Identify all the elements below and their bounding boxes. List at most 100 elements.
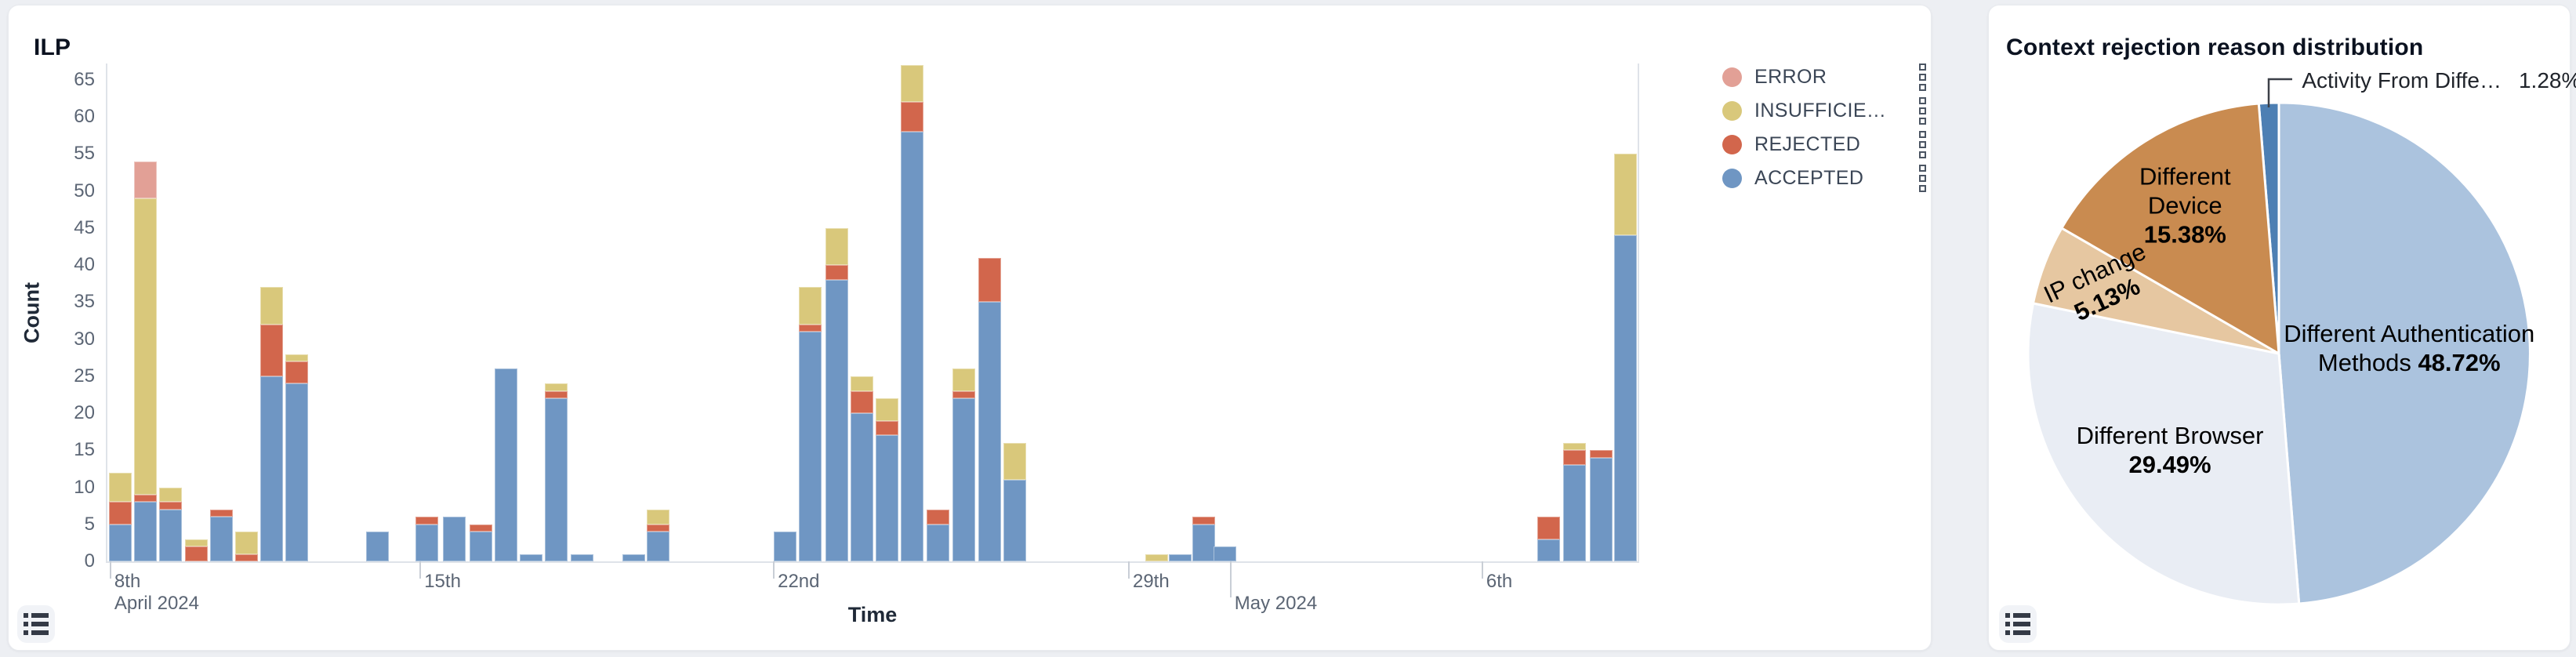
bar-segment-accepted[interactable]: [1192, 524, 1215, 561]
bar-segment-accepted[interactable]: [209, 517, 233, 561]
bar-segment-error[interactable]: [134, 161, 158, 199]
bar-segment-insufficient[interactable]: [260, 287, 284, 325]
bar-segment-accepted[interactable]: [799, 332, 822, 561]
bar-segment-rejected[interactable]: [850, 390, 873, 414]
bar-segment-insufficient[interactable]: [850, 376, 873, 391]
bar-segment-accepted[interactable]: [1563, 465, 1587, 561]
bar-segment-accepted[interactable]: [443, 517, 466, 561]
bar-segment-insufficient[interactable]: [1145, 554, 1169, 561]
bar-segment-rejected[interactable]: [108, 502, 132, 525]
drag-handle-icon[interactable]: [1917, 128, 1928, 162]
bar-segment-rejected[interactable]: [1192, 517, 1215, 525]
bar-segment-rejected[interactable]: [1537, 517, 1561, 539]
pie-slice-different-browser[interactable]: [2026, 302, 2301, 606]
bar-segment-accepted[interactable]: [901, 132, 924, 561]
bar-segment-insufficient[interactable]: [1003, 442, 1026, 481]
bar-segment-insufficient[interactable]: [901, 65, 924, 103]
bar-segment-rejected[interactable]: [1589, 450, 1613, 458]
bar-segment-insufficient[interactable]: [108, 472, 132, 503]
bar-segment-accepted[interactable]: [260, 376, 284, 561]
y-tick-label: 25: [74, 365, 95, 387]
bar-segment-accepted[interactable]: [415, 524, 439, 561]
bar-segment-insufficient[interactable]: [285, 354, 309, 361]
bar-segment-accepted[interactable]: [850, 413, 873, 561]
drag-handle-icon[interactable]: [1917, 94, 1928, 128]
bar-segment-accepted[interactable]: [1214, 546, 1237, 561]
bar-segment-rejected[interactable]: [927, 509, 950, 525]
bar-segment-rejected[interactable]: [469, 524, 492, 532]
bar-segment-accepted[interactable]: [774, 532, 797, 561]
bar-segment-accepted[interactable]: [365, 532, 389, 561]
bar-segment-accepted[interactable]: [1613, 235, 1637, 561]
bar-segment-rejected[interactable]: [647, 524, 670, 532]
bar-segment-accepted[interactable]: [1589, 457, 1613, 561]
bar-segment-insufficient[interactable]: [825, 227, 848, 266]
bar-segment-insufficient[interactable]: [184, 539, 208, 547]
legend-label: REJECTED: [1754, 133, 1861, 155]
bar-segment-accepted[interactable]: [545, 398, 568, 561]
bar-segment-rejected[interactable]: [799, 324, 822, 332]
bar-segment-rejected[interactable]: [209, 509, 233, 517]
bar-segment-rejected[interactable]: [952, 390, 975, 399]
bar-segment-accepted[interactable]: [285, 383, 309, 561]
legend-item-rejected[interactable]: REJECTED: [1722, 128, 1928, 162]
bar-segment-accepted[interactable]: [520, 554, 543, 561]
legend-item-accepted[interactable]: ACCEPTED: [1722, 162, 1928, 195]
bar-segment-accepted[interactable]: [159, 509, 183, 561]
bar-segment-rejected[interactable]: [545, 390, 568, 399]
bar-segment-accepted[interactable]: [494, 368, 517, 561]
legend-label: ACCEPTED: [1754, 167, 1864, 189]
bar-segment-accepted[interactable]: [469, 532, 492, 561]
legend-item-error[interactable]: ERROR: [1722, 60, 1928, 94]
bar-segment-insufficient[interactable]: [134, 198, 158, 495]
bar-segment-accepted[interactable]: [622, 554, 645, 561]
rejection-pie-chart: [2026, 78, 2531, 606]
bar-segment-rejected[interactable]: [978, 257, 1001, 303]
bar-segment-insufficient[interactable]: [545, 383, 568, 391]
pie-slice-label: Different Browser 29.49%: [2076, 422, 2264, 479]
bar-segment-accepted[interactable]: [1168, 554, 1192, 561]
bar-segment-accepted[interactable]: [108, 524, 132, 561]
bar-segment-insufficient[interactable]: [647, 509, 670, 525]
bar-segment-accepted[interactable]: [134, 502, 158, 561]
bar-segment-accepted[interactable]: [1537, 539, 1561, 561]
bar-segment-rejected[interactable]: [415, 517, 439, 525]
bar-segment-insufficient[interactable]: [875, 398, 898, 421]
bar-segment-rejected[interactable]: [134, 494, 158, 503]
bar-segment-rejected[interactable]: [159, 502, 183, 510]
pie-slice-different-authentication-methods[interactable]: [2277, 101, 2531, 605]
bar-segment-insufficient[interactable]: [799, 287, 822, 325]
pie-slice-different-device[interactable]: [2059, 102, 2280, 356]
bar-segment-accepted[interactable]: [978, 302, 1001, 561]
bar-segment-insufficient[interactable]: [1563, 442, 1587, 451]
x-tick-label: 15th: [424, 571, 461, 592]
legend-toggle-button[interactable]: [17, 605, 55, 643]
bar-segment-rejected[interactable]: [825, 265, 848, 281]
bar-segment-rejected[interactable]: [184, 546, 208, 561]
bar-segment-accepted[interactable]: [927, 524, 950, 561]
drag-handle-icon[interactable]: [1917, 162, 1928, 195]
legend-toggle-button[interactable]: [1999, 605, 2037, 643]
bar-segment-accepted[interactable]: [952, 398, 975, 561]
bar-segment-insufficient[interactable]: [952, 368, 975, 391]
bar-segment-rejected[interactable]: [285, 361, 309, 384]
bar-segment-accepted[interactable]: [647, 532, 670, 561]
y-tick-label: 30: [74, 328, 95, 350]
bar-segment-rejected[interactable]: [1563, 450, 1587, 466]
bar-segment-rejected[interactable]: [260, 324, 284, 376]
bar-segment-insufficient[interactable]: [159, 487, 183, 503]
legend-item-insufficie[interactable]: INSUFFICIE…: [1722, 94, 1928, 128]
bar-segment-rejected[interactable]: [875, 420, 898, 436]
x-axis-line: [106, 561, 1639, 563]
bar-segment-accepted[interactable]: [571, 554, 594, 561]
y-tick-label: 15: [74, 439, 95, 461]
bar-segment-insufficient[interactable]: [235, 532, 259, 554]
bar-segment-rejected[interactable]: [901, 102, 924, 132]
drag-handle-icon[interactable]: [1917, 60, 1928, 94]
pie-slice-label: Different Authentication Methods 48.72%: [2284, 320, 2535, 377]
bar-segment-rejected[interactable]: [235, 554, 259, 561]
bar-segment-accepted[interactable]: [1003, 480, 1026, 561]
bar-segment-accepted[interactable]: [875, 435, 898, 561]
bar-segment-insufficient[interactable]: [1613, 154, 1637, 236]
bar-segment-accepted[interactable]: [825, 280, 848, 561]
